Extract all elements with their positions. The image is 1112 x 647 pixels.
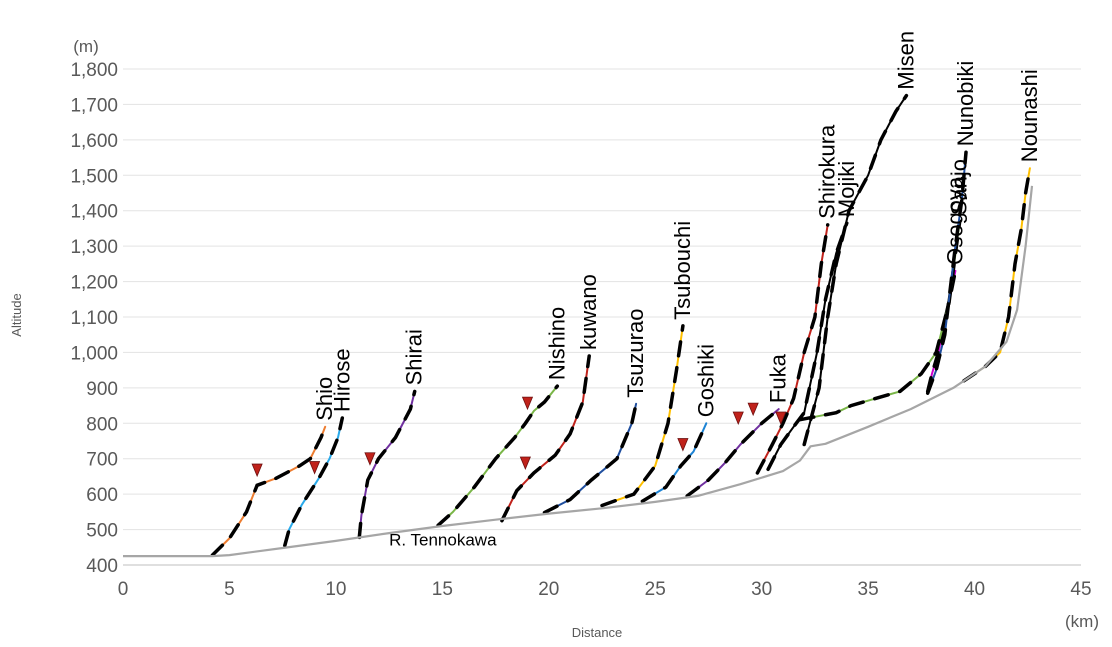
nunobiki-bedrock-segments [925,150,968,395]
y-tick-labels: 400 500 600 700 800 900 1,000 1,100 1,200 1,300 1,… [70,60,118,577]
hirose-profile-line [283,417,344,547]
x-tick-label: 5 [224,579,235,600]
shirai-bedrock-segments [357,389,417,540]
nunobiki-label: Nunobiki [953,61,978,147]
x-tick-label: 45 [1070,579,1091,600]
x-tick-label: 15 [432,579,453,600]
x-tick-labels: 0 5 10 15 20 25 30 35 40 45 [118,579,1092,600]
nounashi-bedrock-segments [962,166,1032,383]
y-tick-label: 700 [86,450,118,471]
misen-bedrock-segments [802,93,909,447]
y-tick-label: 500 [86,521,118,542]
sanjo-bedrock-segments [798,219,962,422]
shio-bedrock-segments [210,425,327,557]
shirai-knickpoint-marker [364,452,376,466]
kuwano-bedrock-segments [500,354,591,523]
y-tick-label: 1,000 [70,343,118,364]
nishino-bedrock-segments [436,384,560,528]
nounashi-label: Nounashi [1017,69,1042,162]
x-tick-label: 25 [645,579,666,600]
x-tick-label: 40 [964,579,985,600]
goshiki-knickpoint-marker [677,438,689,452]
main-river-series [123,185,1034,558]
x-tick-label: 0 [118,579,129,600]
y-axis-title: Altitude [9,293,24,336]
mojiki-knickpoint-marker [775,411,787,426]
y-tick-label: 600 [86,485,118,506]
hirose-bedrock-segments [283,416,345,548]
x-axis-title: Distance [572,625,623,640]
tsubouchi-label: Tsubouchi [670,221,695,320]
knickpoint-markers [251,396,787,478]
fuka-bedrock-segments [685,407,781,498]
kuwano-knickpoint-marker [519,456,531,471]
y-tick-label: 1,100 [70,308,118,329]
y-tick-label: 400 [86,556,118,577]
x-tick-label: 10 [325,579,346,600]
fuka-label: Fuka [766,353,791,403]
fuka-knickpoint-marker [747,402,759,417]
y-tick-label: 800 [86,414,118,435]
y-tick-label: 1,500 [70,166,118,187]
shirokura-knickpoint-marker [732,411,744,426]
y-axis-unit: (m) [73,37,98,56]
shirai-label: Shirai [402,329,427,385]
y-tick-label: 1,400 [70,202,118,223]
nishino-knickpoint-marker [521,396,534,411]
x-tick-label: 30 [751,579,772,600]
tributary-series [210,93,1032,557]
x-tick-label: 20 [538,579,559,600]
nounashi-profile-line [962,167,1031,382]
kuwano-label: kuwano [576,274,601,350]
shirokura-label: Shirokura [815,124,840,219]
gridlines [123,68,1081,531]
tennokawa-profile-line [123,185,1034,558]
x-tick-label: 35 [858,579,879,600]
y-tick-label: 1,600 [70,131,118,152]
goshiki-label: Goshiki [693,344,718,417]
y-tick-label: 1,800 [70,60,118,81]
tsuzurao-bedrock-segments [542,402,638,515]
misen-label: Misen [893,31,918,90]
shirokura-bedrock-segments [755,223,830,475]
y-tick-label: 1,300 [70,237,118,258]
x-axis-unit: (km) [1065,612,1099,631]
mojiki-label: Mojiki [834,161,859,217]
y-tick-label: 1,700 [70,95,118,116]
osogoya-label: Osogoya [942,176,967,265]
hirose-knickpoint-marker [309,461,321,475]
tsuzurao-profile-line [543,402,638,514]
nishino-label: Nishino [544,307,569,380]
tsuzurao-label: Tsuzurao [623,309,648,398]
y-tick-label: 900 [86,379,118,400]
shio-label: Shio [312,377,337,421]
tennokawa-label: R. Tennokawa [389,531,497,550]
mojiki-bedrock-segments [766,221,849,472]
hirose-label: Hirose [329,348,354,412]
tsubouchi-bedrock-segments [600,324,685,508]
shio-knickpoint-marker [251,463,263,478]
y-tick-label: 1,200 [70,273,118,294]
sanjo-label: Sanjo [947,159,972,215]
goshiki-bedrock-segments [640,421,709,503]
axes: Distance Altitude (km) (m) [9,37,1099,640]
